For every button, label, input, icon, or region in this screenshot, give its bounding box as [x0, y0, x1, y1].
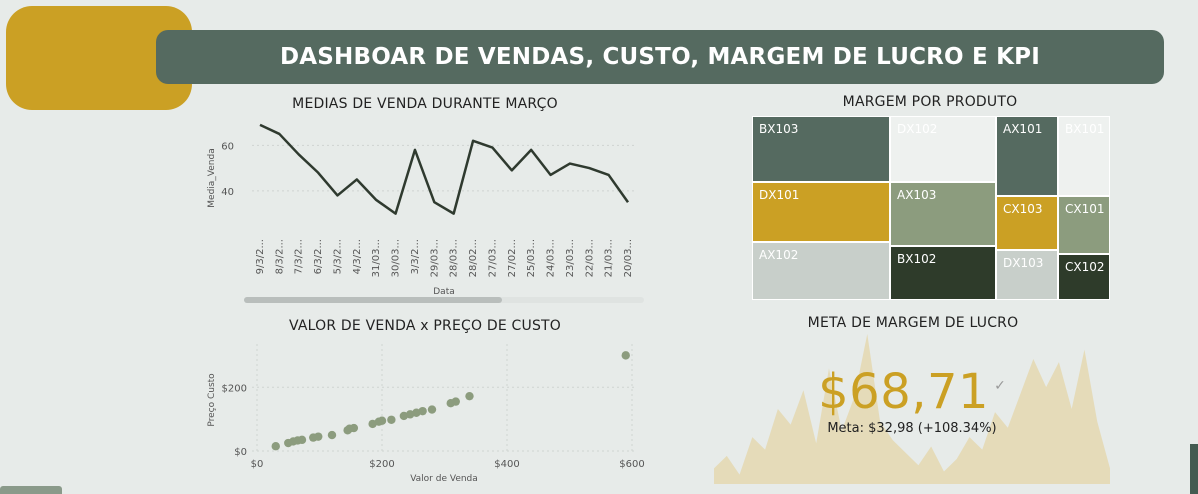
kpi-meta: Meta: $32,98 (+108.34%) — [827, 421, 997, 436]
line-x-tick-label: 21/03... — [604, 239, 615, 277]
treemap-cell-cx102[interactable]: CX102 — [1058, 254, 1110, 300]
scatter-point — [405, 410, 415, 419]
scatter-x-tick-label: $600 — [619, 459, 644, 470]
scatter-point — [271, 442, 280, 451]
scatter-x-axis-label: Valor de Venda — [410, 474, 478, 484]
scatter-point — [345, 424, 354, 433]
scatter-point — [297, 435, 307, 445]
dashboard-title: DASHBOAR DE VENDAS, CUSTO, MARGEM DE LUC… — [280, 44, 1040, 70]
scatter-point — [293, 436, 302, 445]
treemap-cell-label: DX101 — [759, 188, 800, 202]
treemap-cell-label: AX103 — [897, 188, 937, 202]
scatter-point — [309, 433, 318, 442]
line-x-tick-label: 3/3/2... — [410, 239, 421, 274]
scatter-point — [374, 417, 384, 426]
line-x-tick-label: 20/03... — [623, 239, 634, 277]
scatter-x-tick-label: $200 — [369, 459, 394, 470]
scatter-point — [427, 405, 437, 414]
line-x-axis-label: Data — [433, 287, 455, 297]
line-x-tick-label: 25/03... — [526, 239, 537, 277]
treemap-cell-bx101[interactable]: BX101 — [1058, 116, 1110, 196]
line-chart-scrollbar[interactable] — [244, 297, 644, 303]
line-x-tick-label: 27/03... — [487, 239, 498, 277]
scatter-y-axis-label: Preço Custo — [207, 373, 217, 427]
side-panel-edge — [1190, 444, 1198, 494]
scatter-x-tick-label: $0 — [251, 459, 264, 470]
line-y-tick-label: 40 — [221, 187, 234, 198]
treemap-cell-bx102[interactable]: BX102 — [890, 246, 996, 300]
scatter-point — [314, 432, 323, 441]
treemap-cell-label: CX102 — [1065, 260, 1105, 274]
treemap-cell-cx101[interactable]: CX101 — [1058, 196, 1110, 254]
scatter-point — [343, 426, 352, 435]
line-x-tick-label: 5/3/2... — [332, 239, 343, 274]
line-chart-scroll-thumb[interactable] — [244, 297, 502, 303]
line-x-tick-label: 22/03... — [584, 239, 595, 277]
scatter-chart-title: VALOR DE VENDA x PREÇO DE CUSTO — [288, 318, 562, 334]
line-y-axis-label: Media_Venda — [207, 148, 217, 207]
scatter-point — [327, 430, 337, 440]
scatter-point — [387, 415, 396, 424]
treemap-cell-label: BX103 — [759, 122, 799, 136]
line-x-tick-label: 23/03... — [565, 239, 576, 277]
scatter-point — [621, 351, 630, 360]
line-x-tick-label: 28/02... — [468, 239, 479, 277]
page-tab[interactable] — [0, 486, 62, 494]
line-x-tick-label: 6/3/2... — [313, 239, 324, 274]
treemap-cell-ax101[interactable]: AX101 — [996, 116, 1058, 196]
treemap-cell-bx103[interactable]: BX103 — [752, 116, 890, 182]
treemap-cell-dx102[interactable]: DX102 — [890, 116, 996, 182]
scatter-point — [289, 437, 298, 446]
scatter-point — [446, 398, 455, 408]
line-x-tick-label: 9/3/2... — [255, 239, 266, 274]
treemap-cell-ax102[interactable]: AX102 — [752, 242, 890, 300]
dashboard-header: DASHBOAR DE VENDAS, CUSTO, MARGEM DE LUC… — [156, 30, 1164, 84]
scatter-point — [377, 416, 387, 425]
treemap-cell-label: CX103 — [1003, 202, 1043, 216]
treemap-cell-dx101[interactable]: DX101 — [752, 182, 890, 242]
treemap-title: MARGEM POR PRODUTO — [842, 94, 1018, 110]
treemap-cell-cx103[interactable]: CX103 — [996, 196, 1058, 250]
kpi-title: META DE MARGEM DE LUCRO — [807, 315, 1019, 331]
line-x-tick-label: 31/03... — [371, 239, 382, 277]
scatter-point — [284, 438, 293, 448]
treemap-cell-ax103[interactable]: AX103 — [890, 182, 996, 246]
scatter-y-tick-label: $200 — [222, 383, 247, 394]
scatter-point — [451, 397, 460, 406]
treemap-cell-label: BX101 — [1065, 122, 1105, 136]
treemap-cell-dx103[interactable]: DX103 — [996, 250, 1058, 300]
line-x-tick-label: 7/3/2... — [294, 239, 305, 274]
scatter-point — [349, 423, 359, 433]
line-x-tick-label: 29/03... — [429, 239, 440, 277]
line-x-tick-label: 4/3/2... — [352, 239, 363, 274]
line-x-tick-label: 8/3/2... — [274, 239, 285, 274]
scatter-point — [399, 411, 409, 421]
treemap-cell-label: BX102 — [897, 252, 937, 266]
treemap-cell-label: AX101 — [1003, 122, 1043, 136]
treemap-cell-label: CX101 — [1065, 202, 1105, 216]
kpi-value: $68,71 — [818, 364, 990, 420]
scatter-point — [418, 406, 427, 416]
scatter-point — [412, 408, 421, 417]
scatter-point — [368, 419, 377, 429]
kpi-value-row: $68,71 ✓ — [714, 364, 1110, 420]
treemap-cell-label: AX102 — [759, 248, 799, 262]
scatter-point — [465, 391, 474, 401]
scatter-x-tick-label: $400 — [494, 459, 519, 470]
treemap-cell-label: DX102 — [897, 122, 938, 136]
treemap-cell-label: DX103 — [1003, 256, 1044, 270]
line-series — [259, 123, 630, 215]
line-x-tick-label: 24/03... — [546, 239, 557, 277]
line-x-tick-label: 28/03... — [449, 239, 460, 277]
line-x-tick-label: 27/02... — [507, 239, 518, 277]
line-chart-title: MEDIAS DE VENDA DURANTE MARÇO — [292, 96, 558, 112]
check-icon: ✓ — [994, 378, 1006, 394]
line-y-tick-label: 60 — [221, 141, 234, 152]
line-x-tick-label: 30/03... — [391, 239, 402, 277]
scatter-y-tick-label: $0 — [234, 447, 247, 458]
